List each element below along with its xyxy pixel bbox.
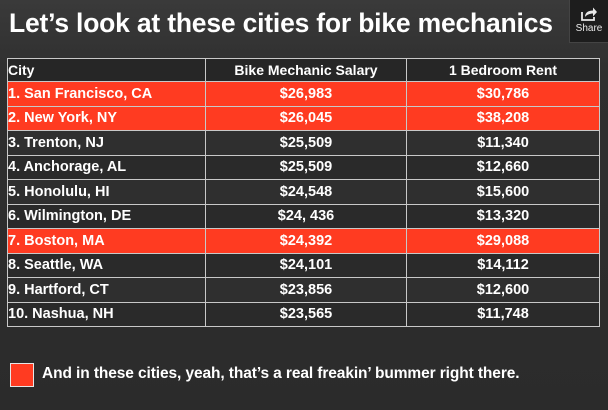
city-cell: 10. Nashua, NH — [7, 301, 206, 327]
table-row: 5. Honolulu, HI $24,548 $15,600 — [7, 179, 600, 205]
salary-cell: $25,509 — [205, 130, 407, 156]
table-row: 2. New York, NY $26,045 $38,208 — [7, 105, 600, 131]
salary-cell: $24,392 — [205, 228, 407, 254]
rent-cell: $15,600 — [406, 179, 600, 205]
share-icon — [581, 7, 597, 21]
rent-cell: $12,600 — [406, 277, 600, 303]
column-header-city: City — [7, 58, 206, 82]
salary-cell: $24,548 — [205, 179, 407, 205]
city-cell: 3. Trenton, NJ — [7, 130, 206, 156]
table-row: 9. Hartford, CT $23,856 $12,600 — [7, 277, 600, 303]
city-cell: 2. New York, NY — [7, 105, 206, 131]
salary-cell: $23,565 — [205, 301, 407, 327]
share-button[interactable]: Share — [569, 0, 608, 43]
city-cell: 7. Boston, MA — [7, 228, 206, 254]
salary-cell: $24,101 — [205, 252, 407, 278]
legend: And in these cities, yeah, that’s a real… — [10, 361, 600, 393]
table-row: 6. Wilmington, DE $24, 436 $13,320 — [7, 203, 600, 229]
salary-cell: $24, 436 — [205, 203, 407, 229]
rent-cell: $11,748 — [406, 301, 600, 327]
table-row: 4. Anchorage, AL $25,509 $12,660 — [7, 154, 600, 180]
rent-cell: $12,660 — [406, 154, 600, 180]
rent-cell: $30,786 — [406, 81, 600, 107]
city-cell: 1. San Francisco, CA — [7, 81, 206, 107]
rent-cell: $11,340 — [406, 130, 600, 156]
legend-swatch — [10, 363, 34, 387]
city-cell: 4. Anchorage, AL — [7, 154, 206, 180]
city-cell: 9. Hartford, CT — [7, 277, 206, 303]
table-row: 1. San Francisco, CA $26,983 $30,786 — [7, 81, 600, 107]
share-label: Share — [575, 23, 603, 34]
page-title: Let’s look at these cities for bike mech… — [9, 8, 553, 38]
rent-cell: $29,088 — [406, 228, 600, 254]
salary-cell: $26,983 — [205, 81, 407, 107]
cities-table: City Bike Mechanic Salary 1 Bedroom Rent… — [7, 58, 600, 327]
table-row: 3. Trenton, NJ $25,509 $11,340 — [7, 130, 600, 156]
rent-cell: $38,208 — [406, 105, 600, 131]
column-header-salary: Bike Mechanic Salary — [205, 58, 407, 82]
salary-cell: $23,856 — [205, 277, 407, 303]
table-row: 10. Nashua, NH $23,565 $11,748 — [7, 301, 600, 327]
rent-cell: $13,320 — [406, 203, 600, 229]
city-cell: 8. Seattle, WA — [7, 252, 206, 278]
legend-text: And in these cities, yeah, that’s a real… — [42, 365, 520, 382]
column-header-rent: 1 Bedroom Rent — [406, 58, 600, 82]
table-header-row: City Bike Mechanic Salary 1 Bedroom Rent — [7, 58, 600, 82]
salary-cell: $26,045 — [205, 105, 407, 131]
salary-cell: $25,509 — [205, 154, 407, 180]
city-cell: 5. Honolulu, HI — [7, 179, 206, 205]
rent-cell: $14,112 — [406, 252, 600, 278]
table-row: 8. Seattle, WA $24,101 $14,112 — [7, 252, 600, 278]
table-row: 7. Boston, MA $24,392 $29,088 — [7, 228, 600, 254]
city-cell: 6. Wilmington, DE — [7, 203, 206, 229]
